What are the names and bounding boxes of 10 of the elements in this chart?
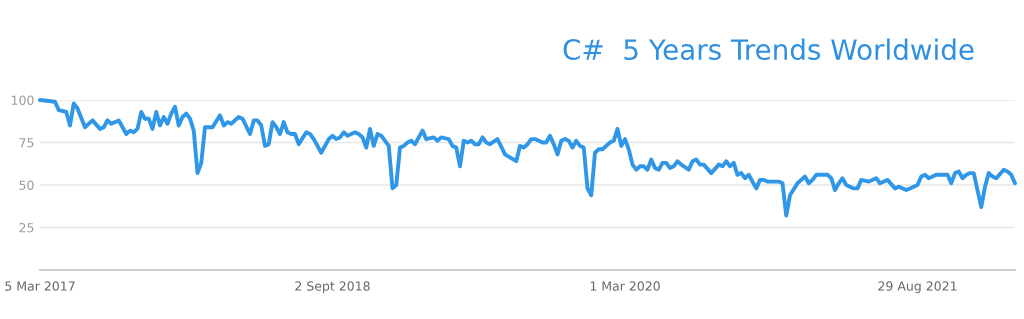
line-series [38,98,1017,218]
x-tick-label: 1 Mar 2020 [590,281,660,291]
y-tick-label: 100 [11,95,34,105]
x-tick-label: 5 Mar 2017 [5,281,75,291]
y-tick-label: 25 [19,222,34,233]
y-tick-label: 50 [19,180,34,190]
chart-title: C# 5 Years Trends Worldwide [563,38,974,61]
y-tick-label: 75 [19,138,34,148]
x-tick-label: 29 Aug 2021 [878,281,957,294]
x-tick-label: 2 Sept 2018 [295,281,370,294]
